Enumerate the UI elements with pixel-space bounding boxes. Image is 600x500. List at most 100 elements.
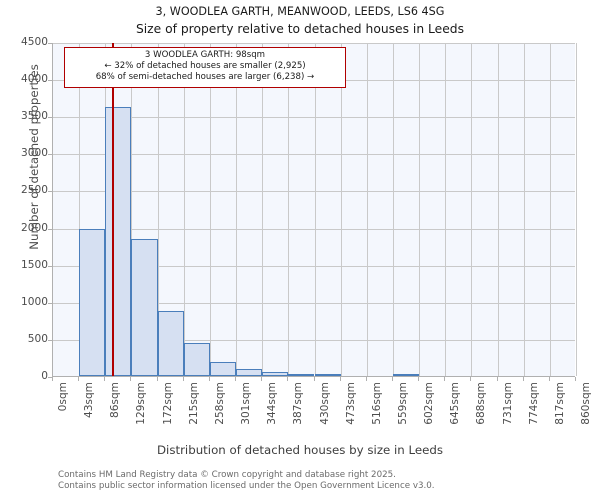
gridline-vertical	[236, 43, 238, 376]
gridline-horizontal	[53, 43, 575, 44]
gridline-vertical	[392, 43, 394, 376]
y-axis-tick-label: 3500	[21, 110, 48, 123]
x-axis-tick-mark	[575, 377, 576, 381]
y-axis-tick-mark	[48, 265, 52, 267]
y-axis-tick-label: 2000	[21, 221, 48, 234]
histogram-bar	[183, 343, 210, 376]
x-axis-tick-mark	[522, 377, 524, 381]
y-axis-tick-mark	[48, 43, 52, 44]
x-axis-tick-labels: 0sqm 43sqm 86sqm 129sqm 172sqm 215sqm 258sqm 30…	[0, 382, 600, 438]
x-axis-tick-mark	[418, 377, 420, 381]
y-axis-tick-label: 4000	[21, 73, 48, 86]
histogram-bar	[131, 238, 158, 376]
gridline-vertical	[183, 43, 185, 376]
x-axis-tick-label: 387sqm	[292, 382, 305, 425]
gridline-horizontal	[53, 339, 575, 341]
gridline-vertical	[471, 43, 473, 376]
x-axis-tick-label: 43sqm	[83, 382, 96, 419]
gridline-horizontal	[53, 191, 575, 193]
annotation-line-3: 68% of semi-detached houses are larger (…	[95, 72, 315, 83]
x-axis-tick-mark	[208, 377, 210, 381]
x-axis-tick-mark	[444, 377, 446, 381]
y-axis-tick-mark	[48, 302, 52, 304]
y-axis-tick-mark	[48, 339, 52, 341]
gridline-horizontal	[53, 117, 575, 119]
y-axis-tick-label: 1500	[21, 258, 48, 271]
x-axis-tick-mark	[470, 377, 472, 381]
plot-area	[52, 43, 577, 377]
x-axis-title: Distribution of detached houses by size …	[156, 443, 444, 457]
y-axis-tick-label: 0	[41, 370, 48, 382]
histogram-bar	[262, 371, 289, 376]
x-axis-tick-label: 774sqm	[527, 382, 540, 425]
gridline-horizontal	[53, 265, 575, 267]
y-axis-title: Number of detached properties	[27, 64, 41, 250]
x-axis-tick-mark	[261, 377, 263, 381]
gridline-horizontal	[53, 302, 575, 304]
footer-line-2: Contains public sector information licen…	[58, 480, 435, 491]
y-axis-tick-mark	[48, 191, 52, 193]
footer-attribution: Contains HM Land Registry data © Crown c…	[58, 470, 598, 491]
gridline-vertical	[419, 43, 421, 376]
x-axis-tick-mark	[287, 377, 289, 381]
gridline-vertical	[445, 43, 447, 376]
y-axis-tick-label: 2500	[21, 184, 48, 197]
y-axis-tick-label: 4500	[21, 36, 48, 48]
y-axis-tick-labels: 0 500 1000 1500 2000 2500 3000 3500 4000 4500	[0, 0, 52, 500]
histogram-bar	[392, 374, 420, 376]
histogram-bar	[209, 362, 237, 376]
x-axis-tick-label: 688sqm	[475, 382, 488, 425]
x-axis-tick-mark	[182, 377, 184, 381]
y-axis-tick-label: 3000	[21, 147, 48, 160]
annotation-box: 3 WOODLEA GARTH: 98sqm ← 32% of detached…	[64, 47, 346, 88]
x-axis-tick-label: 559sqm	[396, 382, 409, 425]
y-axis-tick-label: 500	[27, 332, 48, 345]
gridline-vertical	[157, 43, 159, 376]
x-axis-tick-label: 301sqm	[240, 382, 253, 425]
x-axis-tick-label: 215sqm	[187, 382, 200, 425]
y-axis-tick-label: 1000	[21, 295, 48, 308]
x-axis-tick-label: 731sqm	[501, 382, 514, 425]
gridline-vertical	[366, 43, 368, 376]
histogram-bar	[288, 373, 315, 376]
page-title: 3, WOODLEA GARTH, MEANWOOD, LEEDS, LS6 4…	[155, 5, 445, 18]
y-axis-tick-mark	[48, 154, 52, 156]
y-axis-tick-mark	[48, 228, 52, 230]
x-axis-tick-mark	[156, 377, 158, 381]
x-axis-tick-mark	[339, 377, 341, 381]
histogram-bar	[79, 229, 106, 376]
x-axis-tick-mark	[52, 377, 53, 381]
annotation-line-2: ← 32% of detached houses are smaller (2,…	[104, 61, 306, 72]
gridline-vertical	[288, 43, 290, 376]
y-axis-tick-mark	[48, 377, 52, 378]
x-axis-tick-mark	[365, 377, 367, 381]
x-axis-tick-label: 860sqm	[580, 382, 592, 425]
gridline-vertical	[340, 43, 342, 376]
x-axis-tick-label: 172sqm	[161, 382, 174, 425]
gridline-vertical	[209, 43, 211, 376]
marker-layer	[53, 43, 575, 376]
y-axis-tick-mark	[48, 117, 52, 119]
histogram-bars	[53, 43, 575, 376]
gridline-vertical	[262, 43, 264, 376]
x-axis-tick-label: 645sqm	[449, 382, 462, 425]
x-axis-tick-label: 602sqm	[423, 382, 436, 425]
gridline-vertical	[79, 43, 81, 376]
gridline-vertical	[131, 43, 133, 376]
x-axis-tick-label: 344sqm	[266, 382, 279, 425]
annotation-line-1: 3 WOODLEA GARTH: 98sqm	[144, 50, 266, 60]
histogram-bar	[314, 374, 341, 376]
y-axis-tick-mark	[48, 80, 52, 82]
histogram-bar	[236, 368, 263, 376]
x-axis-tick-label: 817sqm	[553, 382, 566, 425]
histogram-bar	[105, 107, 132, 376]
x-axis-tick-mark	[104, 377, 106, 381]
x-axis-tick-label: 430sqm	[318, 382, 331, 425]
x-axis-tick-mark	[130, 377, 132, 381]
x-axis-tick-label: 258sqm	[213, 382, 226, 425]
x-axis-tick-label: 516sqm	[370, 382, 383, 425]
x-axis-tick-mark	[548, 377, 550, 381]
footer-line-1: Contains HM Land Registry data © Crown c…	[58, 470, 396, 480]
x-axis-tick-mark	[78, 377, 80, 381]
